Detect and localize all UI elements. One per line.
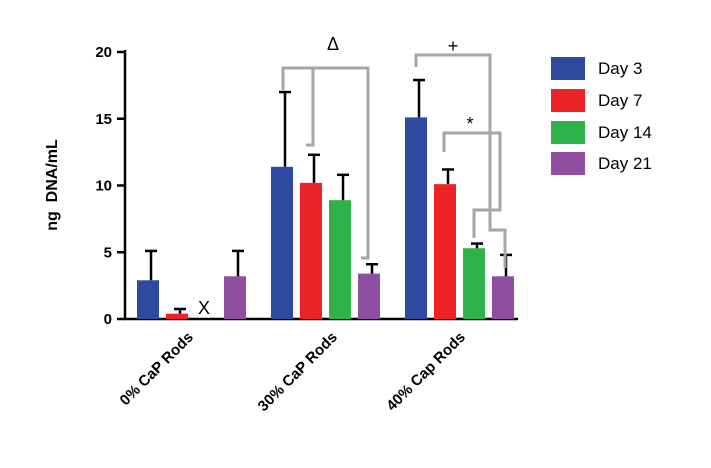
plus-bracket bbox=[414, 53, 507, 268]
bar bbox=[300, 182, 322, 319]
delta-bracket bbox=[281, 66, 370, 260]
legend: Day 3 Day 7 Day 14 Day 21 bbox=[551, 57, 652, 175]
bar bbox=[224, 276, 246, 319]
annotations: X Δ + * bbox=[198, 34, 474, 318]
bar bbox=[329, 200, 351, 319]
star-bracket bbox=[442, 131, 502, 238]
bar bbox=[166, 313, 188, 319]
bar bbox=[137, 280, 159, 319]
y-tick-label: 15 bbox=[95, 111, 112, 128]
legend-swatch bbox=[551, 57, 585, 80]
legend-swatch bbox=[551, 89, 585, 112]
y-ticks: 0 5 10 15 20 bbox=[95, 44, 125, 328]
y-tick-label: 10 bbox=[95, 178, 112, 195]
legend-swatch bbox=[551, 121, 585, 144]
bar bbox=[358, 273, 380, 319]
legend-label: Day 21 bbox=[598, 154, 652, 173]
bar bbox=[434, 184, 456, 319]
legend-label: Day 7 bbox=[598, 91, 642, 110]
category-labels: 0% CaP Rods 30% CaP Rods 40% Cap Rods bbox=[117, 329, 469, 415]
y-axis-label: ng DNA/mL bbox=[44, 139, 61, 231]
bars bbox=[137, 117, 514, 319]
category-label: 0% CaP Rods bbox=[117, 329, 197, 409]
legend-swatch bbox=[551, 152, 585, 175]
category-label: 40% Cap Rods bbox=[383, 329, 469, 415]
legend-label: Day 14 bbox=[598, 123, 652, 142]
y-tick-label: 0 bbox=[104, 311, 112, 328]
y-tick-label: 20 bbox=[95, 44, 112, 61]
error-bars bbox=[145, 78, 512, 314]
delta-marker: Δ bbox=[327, 34, 339, 54]
bar bbox=[405, 117, 427, 319]
legend-label: Day 3 bbox=[598, 59, 642, 78]
category-label: 30% CaP Rods bbox=[255, 329, 341, 415]
bar bbox=[492, 276, 514, 319]
bar bbox=[463, 248, 485, 319]
significance-brackets bbox=[281, 53, 507, 268]
missing-data-marker: X bbox=[198, 298, 210, 318]
star-marker: * bbox=[466, 114, 473, 134]
bar bbox=[271, 166, 293, 319]
y-tick-label: 5 bbox=[104, 244, 112, 261]
plus-marker: + bbox=[448, 36, 459, 56]
